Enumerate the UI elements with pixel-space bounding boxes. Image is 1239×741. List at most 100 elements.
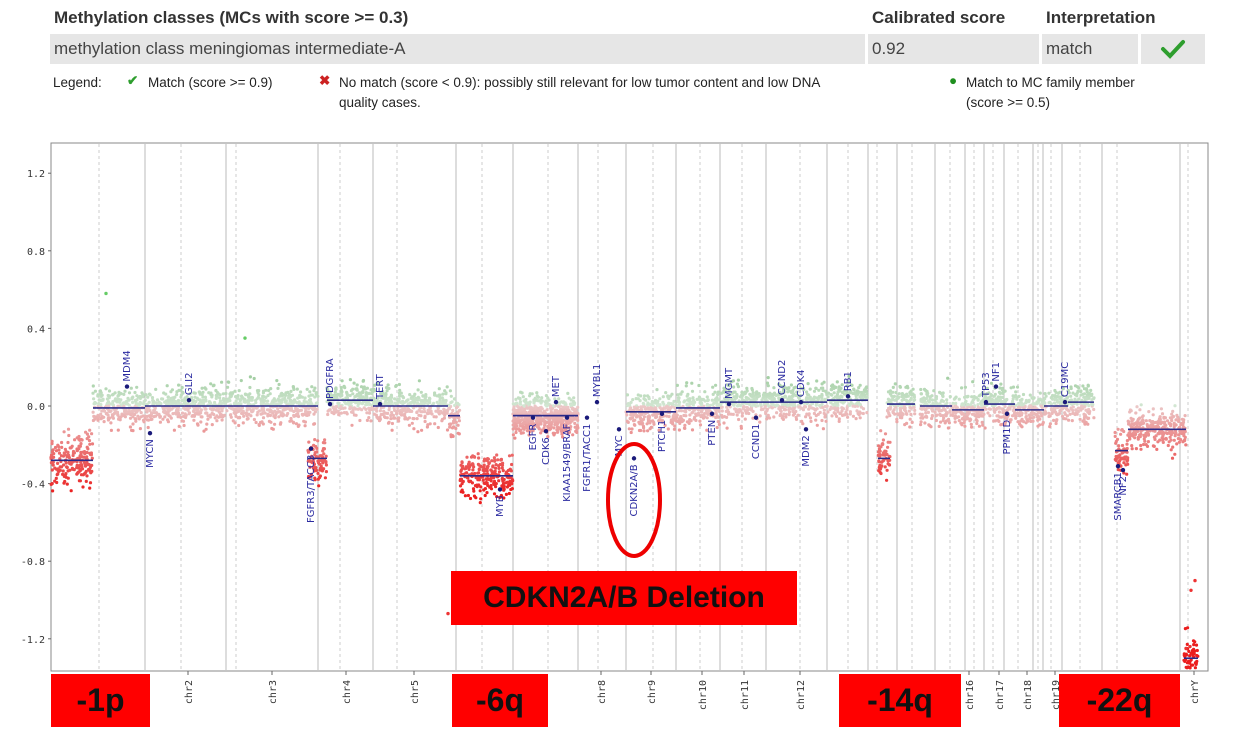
cnv-probe-point — [451, 434, 455, 438]
cnv-probe-point — [263, 411, 267, 415]
cnv-probe-point — [277, 410, 281, 414]
cnv-probe-point — [351, 392, 355, 396]
cnv-probe-point — [959, 410, 963, 415]
cnv-probe-point — [1027, 398, 1031, 402]
cnv-probe-point — [410, 395, 414, 399]
cnv-probe-point — [892, 394, 897, 398]
cnv-probe-point — [502, 484, 506, 489]
cnv-probe-point — [302, 419, 306, 423]
cnv-probe-point — [895, 417, 899, 421]
cnv-probe-point — [1058, 396, 1062, 400]
cnv-probe-point — [233, 389, 237, 393]
cnv-probe-point — [355, 388, 359, 392]
cnv-probe-point — [383, 402, 387, 406]
cnv-probe-point — [54, 467, 59, 471]
cnv-probe-point — [1084, 415, 1088, 419]
cnv-probe-point — [725, 426, 729, 430]
cnv-probe-point — [131, 415, 135, 419]
cnv-probe-point — [175, 390, 179, 394]
cnv-probe-point — [673, 424, 677, 428]
cnv-probe-point — [1048, 422, 1052, 426]
cnv-probe-point — [248, 385, 252, 390]
cnv-probe-point — [907, 400, 911, 404]
cnv-probe-point — [408, 393, 412, 397]
cnv-probe-point — [920, 399, 924, 404]
cnv-probe-point — [924, 389, 928, 393]
cnv-probe-point — [227, 398, 231, 402]
cnv-probe-point — [1053, 397, 1057, 401]
cnv-probe-point — [1011, 397, 1015, 401]
cnv-probe-point — [941, 418, 945, 423]
cnv-probe-point — [307, 458, 311, 462]
cnv-probe-point — [234, 399, 238, 403]
cnv-probe-point — [87, 439, 92, 443]
cnv-probe-point — [878, 467, 883, 471]
cnv-probe-point — [502, 487, 506, 491]
cnv-probe-point — [215, 414, 219, 418]
cnv-probe-point — [176, 398, 181, 403]
cnv-probe-point — [324, 470, 328, 474]
cnv-probe-point — [512, 406, 516, 410]
cnv-probe-point — [449, 394, 453, 398]
cnv-probe-point — [1088, 391, 1092, 396]
cnv-probe-point — [133, 390, 137, 395]
cnv-probe-point — [820, 398, 824, 402]
cnv-probe-point — [698, 401, 702, 405]
cnv-probe-point — [1053, 394, 1057, 398]
cnv-probe-point — [133, 398, 138, 402]
cnv-probe-point — [280, 398, 284, 402]
legend: Legend: ✔ Match (score >= 0.9) ✖ No matc… — [53, 73, 1203, 117]
cnv-probe-point — [93, 389, 97, 393]
cnv-probe-point — [642, 415, 647, 419]
cnv-probe-point — [202, 402, 206, 406]
cnv-probe-point — [149, 417, 153, 422]
cnv-probe-point — [562, 409, 566, 413]
cnv-probe-point — [727, 388, 731, 392]
cnv-probe-point — [539, 398, 543, 402]
cnv-probe-point — [1017, 394, 1021, 398]
cnv-probe-point — [239, 402, 243, 406]
cnv-probe-point — [214, 388, 218, 393]
cnv-probe-point — [322, 447, 326, 451]
cnv-probe-point — [85, 450, 89, 455]
cnv-probe-point — [326, 409, 330, 413]
cnv-probe-point — [423, 419, 427, 424]
cnv-probe-point — [331, 405, 335, 409]
cnv-probe-point — [924, 414, 929, 419]
cnv-probe-point — [181, 398, 185, 402]
cnv-probe-point — [544, 394, 549, 398]
cnv-probe-point — [449, 401, 453, 405]
cnv-probe-point — [145, 402, 149, 406]
cnv-probe-point — [339, 386, 343, 390]
cnv-probe-point — [1135, 405, 1139, 409]
cnv-probe-point — [357, 391, 361, 395]
cnv-probe-point — [174, 400, 178, 404]
cnv-probe-point — [891, 385, 895, 389]
cnv-probe-point — [500, 463, 505, 467]
cnv-probe-point — [324, 463, 328, 467]
cnv-probe-point — [1035, 413, 1039, 417]
cnv-probe-point — [847, 380, 851, 384]
cnv-probe-point — [690, 381, 694, 385]
cnv-probe-point — [992, 394, 996, 398]
cnv-probe-point — [441, 392, 445, 396]
cnv-probe-point — [546, 396, 550, 400]
cnv-probe-point — [485, 477, 489, 481]
cnv-probe-point — [776, 393, 781, 397]
cnv-probe-point — [826, 410, 830, 414]
cnv-probe-point — [507, 454, 512, 458]
cnv-probe-point — [345, 402, 349, 406]
cnv-probe-point — [629, 430, 633, 435]
cnv-probe-point — [784, 412, 789, 416]
cnv-probe-point — [1155, 447, 1159, 451]
cnv-probe-point — [471, 487, 476, 491]
cnv-probe-point — [476, 477, 481, 481]
cnv-probe-point — [1170, 418, 1174, 423]
cnv-probe-point — [574, 429, 578, 433]
cnv-probe-point — [55, 473, 59, 477]
cnv-probe-point — [965, 395, 969, 399]
cnv-probe-point — [169, 390, 173, 394]
cnv-probe-point — [308, 475, 312, 479]
cnv-probe-point — [277, 415, 281, 419]
cnv-probe-point — [215, 406, 220, 410]
